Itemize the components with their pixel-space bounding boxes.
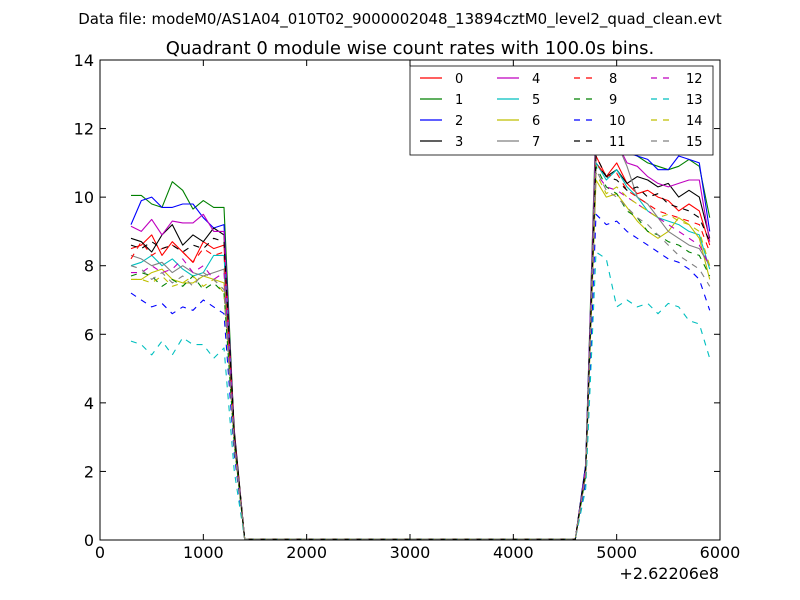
series-line-1 — [131, 117, 711, 540]
x-tick-label: 4000 — [493, 543, 534, 562]
y-tick-label: 6 — [84, 325, 94, 344]
chart-title: Quadrant 0 module wise count rates with … — [166, 38, 655, 59]
legend-label-2: 2 — [455, 114, 463, 129]
y-tick-label: 0 — [84, 531, 94, 550]
x-tick-label: 3000 — [390, 543, 431, 562]
legend-label-10: 10 — [609, 114, 626, 129]
series-line-12 — [131, 172, 711, 540]
legend-box — [409, 65, 714, 156]
series-line-6 — [131, 179, 711, 540]
x-tick-label: 5000 — [596, 543, 637, 562]
y-tick-label: 10 — [74, 188, 94, 207]
x-tick-label: 1000 — [183, 543, 224, 562]
series-line-8 — [130, 162, 711, 540]
legend-label-7: 7 — [532, 135, 540, 150]
legend-label-15: 15 — [686, 135, 703, 150]
legend-label-13: 13 — [686, 93, 703, 108]
series-line-13 — [130, 251, 711, 540]
plot-frame — [99, 59, 721, 541]
legend-label-9: 9 — [609, 93, 617, 108]
x-tick-label: 2000 — [286, 543, 327, 562]
legend-label-11: 11 — [609, 135, 626, 150]
series-layer — [130, 117, 711, 540]
series-line-5 — [130, 162, 711, 540]
legend-label-12: 12 — [686, 72, 703, 87]
x-offset-label: +2.62206e8 — [619, 564, 719, 583]
legend-label-4: 4 — [532, 72, 540, 87]
data-file-title: Data file: modeM0/AS1A04_010T02_90000020… — [78, 10, 722, 29]
legend-label-0: 0 — [455, 72, 463, 87]
series-line-9 — [130, 165, 711, 540]
series-line-11 — [130, 155, 711, 540]
series-line-10 — [130, 213, 711, 540]
series-line-2 — [130, 134, 711, 540]
x-tick-label: 6000 — [700, 543, 741, 562]
legend-label-8: 8 — [609, 72, 617, 87]
legend-label-1: 1 — [455, 93, 463, 108]
legend-label-14: 14 — [686, 114, 703, 129]
series-line-4 — [130, 128, 711, 540]
series-line-7 — [130, 134, 711, 540]
series-line-14 — [131, 172, 711, 540]
legend-label-6: 6 — [532, 114, 540, 129]
y-tick-label: 12 — [74, 120, 94, 139]
x-tick-label: 0 — [95, 543, 105, 562]
y-tick-label: 8 — [84, 257, 94, 276]
series-line-0 — [130, 155, 711, 540]
y-tick-label: 2 — [84, 462, 94, 481]
legend-label-3: 3 — [455, 135, 463, 150]
series-line-15 — [130, 169, 711, 540]
y-tick-label: 4 — [84, 394, 94, 413]
legend-label-5: 5 — [532, 93, 540, 108]
y-tick-label: 14 — [74, 51, 94, 70]
series-line-3 — [130, 162, 711, 540]
